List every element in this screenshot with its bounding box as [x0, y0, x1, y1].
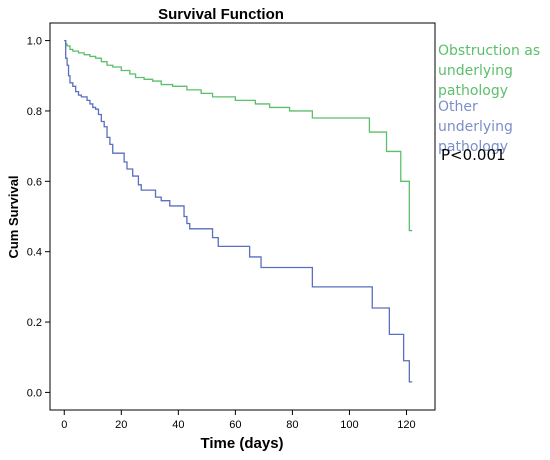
x-tick-label: 20 [115, 419, 127, 431]
legend-item-other: Other underlying pathology [438, 99, 513, 155]
y-tick-label: 0.8 [27, 106, 42, 118]
y-tick-label: 1.0 [27, 36, 42, 48]
y-tick-label: 0.6 [27, 176, 42, 188]
legend-item-obstruction: Obstruction as underlying pathology [438, 43, 541, 99]
x-tick-label: 80 [286, 419, 298, 431]
chart-title: Survival Function [158, 6, 284, 23]
y-tick-label: 0.2 [27, 317, 42, 329]
y-tick-label: 0.4 [27, 247, 42, 259]
series-layer [64, 39, 413, 383]
y-axis-ticks: 0.0 0.2 0.4 0.6 0.8 1.0 [27, 36, 50, 399]
p-value-annotation: P<0.001 [441, 146, 506, 164]
x-tick-label: 120 [397, 419, 415, 431]
y-axis-label: Cum Survival [6, 175, 21, 258]
y-tick-label: 0.0 [27, 387, 42, 399]
plot-frame [49, 22, 436, 411]
x-axis-label: Time (days) [200, 435, 283, 452]
x-tick-label: 60 [229, 419, 241, 431]
x-axis-ticks: 0 20 40 60 80 100 120 [61, 410, 416, 431]
series-line-other [64, 39, 413, 383]
x-tick-label: 100 [340, 419, 358, 431]
x-tick-label: 0 [61, 419, 67, 431]
series-line-obstruction [64, 39, 413, 232]
x-tick-label: 40 [172, 419, 184, 431]
